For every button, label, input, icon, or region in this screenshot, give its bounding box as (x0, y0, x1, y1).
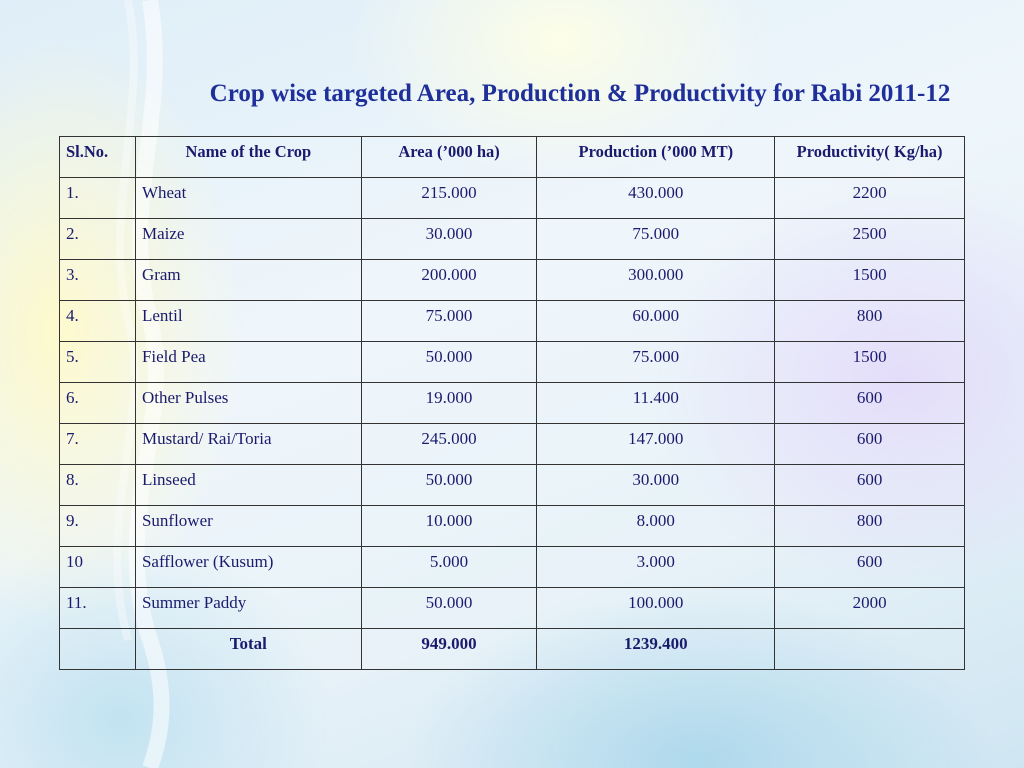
cell-area: 200.000 (360, 259, 538, 301)
cell-sl-no: 7. (59, 423, 136, 465)
total-cell-sl-no (59, 628, 136, 670)
total-cell-productivity (774, 628, 965, 670)
cell-sl-no: 9. (59, 505, 136, 547)
cell-productivity: 800 (774, 505, 965, 547)
slide-title: Crop wise targeted Area, Production & Pr… (209, 80, 951, 107)
cell-area: 30.000 (360, 218, 538, 260)
cell-productivity: 2500 (774, 218, 965, 260)
cell-production: 100.000 (536, 587, 776, 629)
cell-area: 10.000 (360, 505, 538, 547)
cell-sl-no: 3. (59, 259, 136, 301)
table-row: 9. Sunflower 10.000 8.000 800 (59, 505, 965, 547)
cell-crop-name: Sunflower (134, 505, 362, 547)
cell-productivity: 600 (774, 464, 965, 506)
total-cell-production: 1239.400 (536, 628, 776, 670)
cell-crop-name: Field Pea (134, 341, 362, 383)
cell-sl-no: 6. (59, 382, 136, 424)
cell-area: 19.000 (360, 382, 538, 424)
cell-productivity: 600 (774, 423, 965, 465)
cell-crop-name: Mustard/ Rai/Toria (134, 423, 362, 465)
table-header-row: Sl.No. Name of the Crop Area (’000 ha) P… (59, 136, 965, 178)
cell-crop-name: Maize (134, 218, 362, 260)
cell-area: 50.000 (360, 341, 538, 383)
cell-crop-name: Other Pulses (134, 382, 362, 424)
total-cell-crop-name: Total (134, 628, 362, 670)
cell-production: 147.000 (536, 423, 776, 465)
cell-productivity: 800 (774, 300, 965, 342)
cell-productivity: 2000 (774, 587, 965, 629)
cell-productivity: 600 (774, 546, 965, 588)
table-row: 2. Maize 30.000 75.000 2500 (59, 218, 965, 260)
table-row: 11. Summer Paddy 50.000 100.000 2000 (59, 587, 965, 629)
cell-productivity: 1500 (774, 341, 965, 383)
cell-production: 30.000 (536, 464, 776, 506)
cell-production: 75.000 (536, 218, 776, 260)
cell-productivity: 2200 (774, 177, 965, 219)
table-total-row: Total 949.000 1239.400 (59, 628, 965, 670)
cell-production: 60.000 (536, 300, 776, 342)
cell-sl-no: 11. (59, 587, 136, 629)
table-row: 8. Linseed 50.000 30.000 600 (59, 464, 965, 506)
cell-area: 50.000 (360, 587, 538, 629)
cell-area: 215.000 (360, 177, 538, 219)
cell-sl-no: 10 (59, 546, 136, 588)
cell-area: 5.000 (360, 546, 538, 588)
crop-table: Sl.No. Name of the Crop Area (’000 ha) P… (59, 136, 965, 670)
cell-sl-no: 5. (59, 341, 136, 383)
cell-production: 11.400 (536, 382, 776, 424)
header-area: Area (’000 ha) (360, 136, 538, 178)
table-row: 10 Safflower (Kusum) 5.000 3.000 600 (59, 546, 965, 588)
cell-crop-name: Lentil (134, 300, 362, 342)
total-cell-area: 949.000 (360, 628, 538, 670)
cell-production: 8.000 (536, 505, 776, 547)
table-row: 5. Field Pea 50.000 75.000 1500 (59, 341, 965, 383)
cell-productivity: 1500 (774, 259, 965, 301)
cell-production: 430.000 (536, 177, 776, 219)
table-row: 6. Other Pulses 19.000 11.400 600 (59, 382, 965, 424)
cell-sl-no: 1. (59, 177, 136, 219)
header-productivity: Productivity( Kg/ha) (774, 136, 965, 178)
cell-sl-no: 4. (59, 300, 136, 342)
cell-production: 300.000 (536, 259, 776, 301)
table-row: 7. Mustard/ Rai/Toria 245.000 147.000 600 (59, 423, 965, 465)
table-row: 1. Wheat 215.000 430.000 2200 (59, 177, 965, 219)
cell-production: 3.000 (536, 546, 776, 588)
header-production: Production (’000 MT) (536, 136, 776, 178)
header-sl-no: Sl.No. (59, 136, 136, 178)
table-row: 4. Lentil 75.000 60.000 800 (59, 300, 965, 342)
cell-crop-name: Gram (134, 259, 362, 301)
cell-area: 245.000 (360, 423, 538, 465)
cell-production: 75.000 (536, 341, 776, 383)
cell-area: 75.000 (360, 300, 538, 342)
table-body: 1. Wheat 215.000 430.000 2200 2. Maize 30.000 75… (59, 177, 965, 670)
cell-area: 50.000 (360, 464, 538, 506)
cell-sl-no: 8. (59, 464, 136, 506)
table-row: 3. Gram 200.000 300.000 1500 (59, 259, 965, 301)
cell-crop-name: Linseed (134, 464, 362, 506)
cell-productivity: 600 (774, 382, 965, 424)
cell-sl-no: 2. (59, 218, 136, 260)
cell-crop-name: Wheat (134, 177, 362, 219)
cell-crop-name: Summer Paddy (134, 587, 362, 629)
header-crop-name: Name of the Crop (134, 136, 362, 178)
cell-crop-name: Safflower (Kusum) (134, 546, 362, 588)
